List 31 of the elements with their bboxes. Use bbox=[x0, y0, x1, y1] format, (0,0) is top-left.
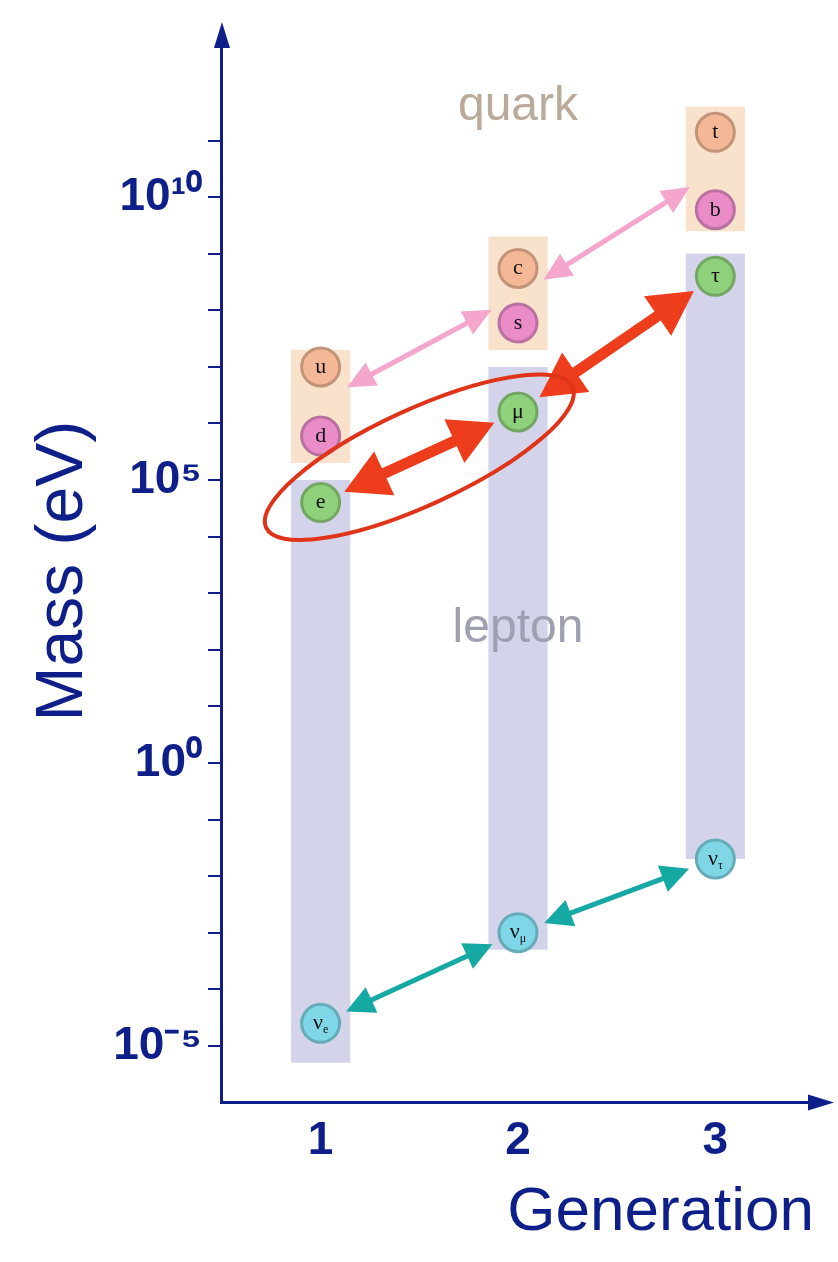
y-tick-label: 10¹⁰ bbox=[119, 167, 202, 220]
x-axis-title: Generation bbox=[507, 1173, 814, 1243]
data-label: d bbox=[315, 421, 327, 447]
data-label: μ bbox=[512, 397, 524, 423]
point bbox=[497, 247, 539, 289]
x-tick-label: 1 bbox=[307, 1111, 334, 1164]
point bbox=[497, 302, 539, 344]
bar bbox=[291, 480, 351, 1063]
point bbox=[694, 189, 736, 231]
x-tick-label: 2 bbox=[505, 1111, 531, 1164]
data-label: t bbox=[712, 118, 719, 144]
y-tick-label: 10⁻⁵ bbox=[113, 1016, 202, 1069]
data-label: e bbox=[315, 488, 326, 514]
point bbox=[694, 111, 736, 153]
x-tick-label: 3 bbox=[702, 1111, 729, 1164]
y-axis-title: Mass (eV) bbox=[21, 420, 96, 722]
series-label: lepton bbox=[452, 598, 584, 652]
y-tick-label: 10⁰ bbox=[134, 733, 202, 786]
data-label: b bbox=[709, 195, 721, 221]
point bbox=[694, 255, 736, 297]
data-label: u bbox=[315, 352, 327, 378]
point bbox=[497, 391, 539, 433]
point bbox=[300, 482, 342, 524]
data-label: s bbox=[513, 308, 523, 334]
point bbox=[300, 1002, 342, 1044]
point bbox=[694, 838, 736, 880]
data-label: c bbox=[513, 254, 524, 280]
point bbox=[300, 346, 342, 388]
y-tick-label: 10⁵ bbox=[129, 450, 202, 503]
data-label: τ bbox=[710, 262, 720, 288]
text: quark bbox=[457, 76, 580, 130]
